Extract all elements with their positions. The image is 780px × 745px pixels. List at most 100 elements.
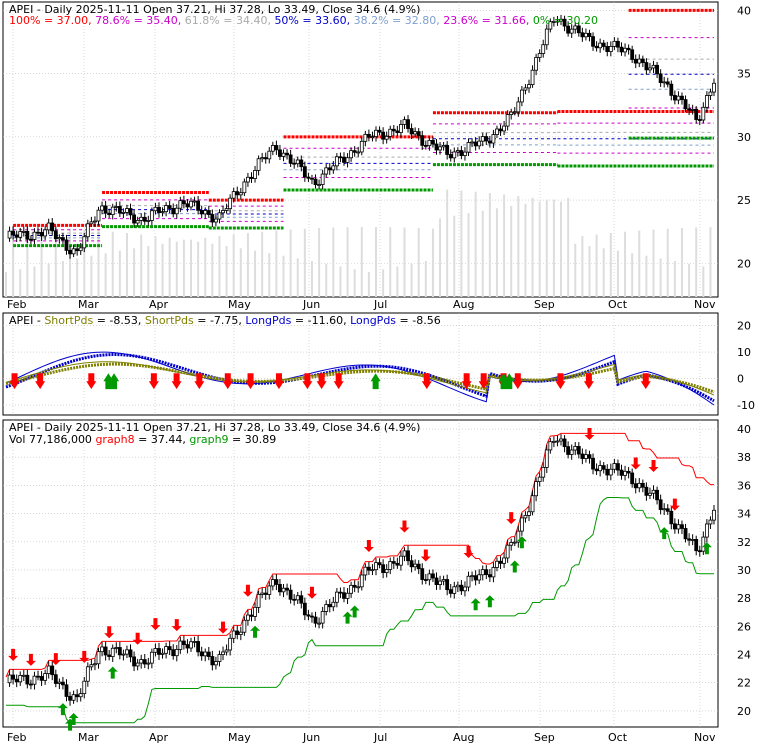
p3-candle [167, 646, 172, 651]
legend-part: APEI - [9, 314, 44, 327]
p1-candle [487, 140, 492, 144]
p1-candle [463, 151, 467, 156]
p1-candle [612, 40, 617, 47]
p3-candle [295, 595, 300, 601]
volume-bar [545, 199, 548, 297]
p3-candle [221, 651, 225, 655]
volume-bar [488, 193, 491, 297]
p1-candle [495, 128, 499, 135]
p3-candle [317, 622, 321, 625]
sell-arrow [9, 373, 20, 390]
p3-candle [658, 499, 663, 510]
p1-x-tick-label: May [228, 298, 251, 311]
p3-y-tick-label: 28 [737, 592, 751, 605]
p1-candle [14, 234, 19, 238]
volume-bar [609, 233, 612, 297]
buy-arrow [701, 542, 712, 555]
volume-bar [318, 228, 321, 297]
p3-candle [57, 681, 62, 684]
p3-candle [242, 619, 247, 633]
p3-candle [302, 602, 307, 616]
legend-part: 50% = 33.60, [274, 14, 353, 27]
p1-candle [299, 159, 304, 168]
p3-candle [174, 649, 179, 657]
p3-candle [637, 482, 642, 489]
volume-bar [367, 271, 370, 297]
p3-candle [299, 595, 304, 604]
p1-candle [50, 222, 55, 232]
volume-bar [382, 269, 385, 297]
p1-candle [238, 192, 243, 196]
legend-part: ShortPds [145, 314, 197, 327]
p1-y-tick-label: 30 [737, 131, 751, 144]
volume-bar [673, 261, 676, 297]
p3-candle [374, 562, 378, 571]
p1-candle [530, 69, 535, 85]
p1-candle [708, 91, 713, 96]
p3-candle [288, 589, 293, 600]
p3-candle [210, 656, 215, 666]
p1-candle [171, 208, 176, 215]
p1-candle [683, 99, 688, 110]
p1-candle [498, 128, 503, 132]
p1-x-tick-label: Feb [7, 298, 26, 311]
p1-candle [598, 42, 603, 49]
p1-candle [537, 53, 542, 58]
volume-bar [140, 234, 143, 297]
p1-candle [32, 231, 37, 240]
p3-candle [121, 653, 126, 656]
p3-y-tick-label: 22 [737, 677, 751, 690]
p3-candle [381, 564, 386, 574]
p1-candle [374, 129, 378, 137]
p1-candle [221, 210, 225, 214]
p1-candle [53, 230, 58, 240]
p1-candle [455, 150, 460, 153]
p3-candle [263, 592, 268, 595]
p1-candle [338, 156, 343, 159]
volume-bar [396, 266, 399, 297]
p3-candle [253, 606, 257, 617]
p3-candle [623, 470, 627, 476]
p3-candle [349, 584, 354, 594]
p3-candle [246, 614, 250, 621]
p3-candle [110, 647, 115, 657]
p1-candle [231, 191, 236, 199]
p1-candle [135, 220, 140, 224]
p1-candle [292, 162, 297, 165]
sell-arrow [421, 373, 432, 390]
p3-candle [672, 523, 677, 530]
p3-candle [292, 598, 297, 601]
legend-part: 23.6% = 31.66, [443, 14, 533, 27]
p1-candle [345, 157, 350, 163]
p1-y-tick-label: 40 [737, 4, 751, 17]
p3-y-tick-label: 24 [737, 649, 751, 662]
sell-arrow [79, 650, 90, 663]
p1-candle [541, 44, 546, 54]
p3-candle [687, 538, 691, 541]
p1-candle [605, 46, 610, 52]
volume-bar [360, 227, 363, 297]
volume-bar [147, 246, 150, 297]
p1-candle [302, 166, 307, 178]
p1-candle [285, 152, 289, 156]
p3-candle [502, 557, 506, 564]
p1-candle [427, 139, 432, 147]
buy-arrow [103, 373, 114, 390]
p3-candle [149, 651, 154, 664]
volume-bar [446, 189, 449, 297]
buy-arrow [509, 560, 520, 573]
p3-candle [491, 567, 496, 578]
volume-bar [517, 196, 520, 297]
p1-candle [672, 94, 677, 101]
p3-candle [93, 663, 97, 666]
p3-candle [455, 584, 460, 588]
p1-candle [85, 223, 90, 238]
p3-candle [598, 465, 603, 472]
p3-candle [669, 510, 674, 525]
p3-candle [445, 579, 450, 591]
p3-candle [345, 592, 350, 599]
p3-candle [89, 664, 94, 668]
p1-candle [402, 119, 407, 125]
p1-candle [57, 237, 62, 240]
p1-candle [527, 84, 531, 89]
